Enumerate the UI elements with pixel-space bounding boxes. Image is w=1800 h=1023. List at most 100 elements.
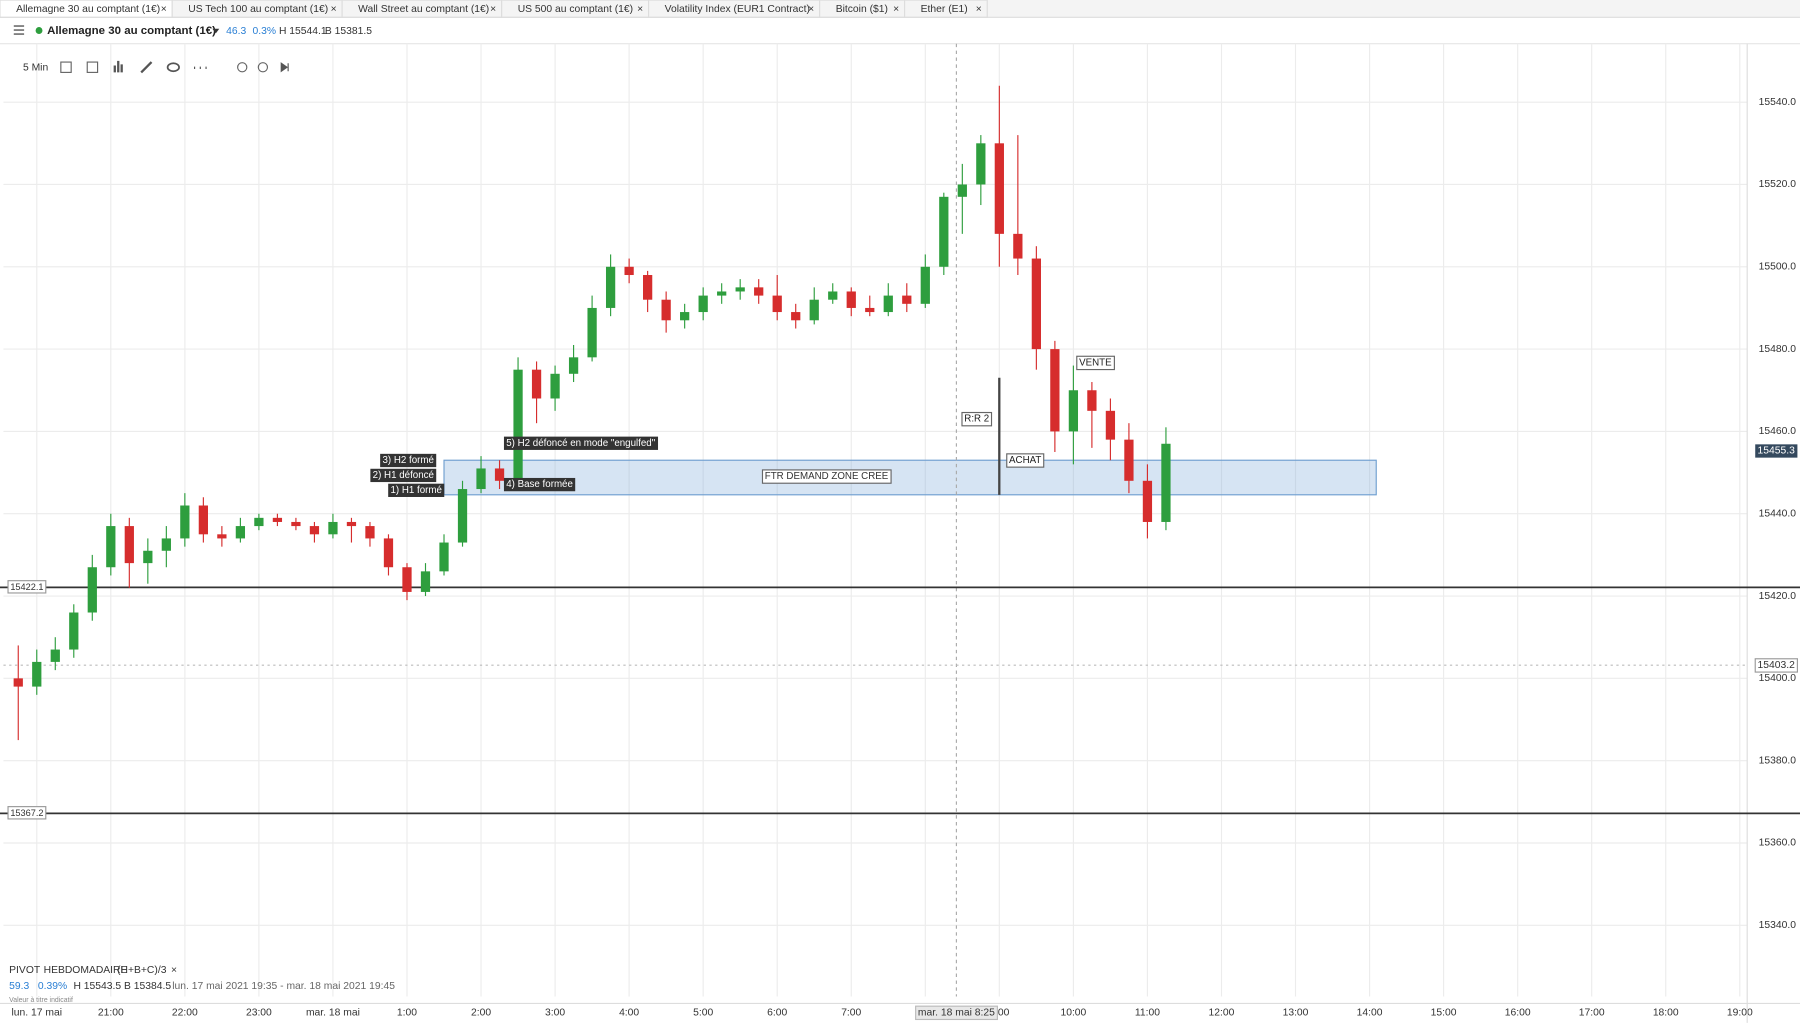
y-tick-label: 15360.0 bbox=[1759, 838, 1797, 849]
x-tick-label: 11:00 bbox=[1135, 1007, 1160, 1018]
candle-body bbox=[791, 312, 801, 321]
symbol-name[interactable]: Allemagne 30 au comptant (1€) bbox=[47, 25, 216, 37]
menu-icon bbox=[13, 33, 25, 35]
label-box bbox=[7, 580, 47, 594]
tab[interactable]: Wall Street au comptant (1€) × bbox=[341, 0, 503, 18]
toolbar: 5 Min bbox=[23, 60, 289, 74]
x-tick-label: 18:00 bbox=[1653, 1007, 1679, 1018]
tab-label[interactable]: US Tech 100 au comptant (1€) bbox=[188, 4, 328, 15]
candle-body bbox=[717, 291, 727, 296]
x-tick-label: 5:00 bbox=[693, 1007, 713, 1018]
tab-close: × bbox=[490, 4, 496, 15]
candle-body bbox=[587, 307, 597, 358]
x-tick-label: 2:00 bbox=[471, 1007, 491, 1018]
y-tick-label: 15380.0 bbox=[1759, 755, 1797, 766]
label-box bbox=[915, 1005, 998, 1021]
candle-body bbox=[50, 649, 60, 662]
x-tick-label: 17:00 bbox=[1579, 1007, 1605, 1018]
y-tick-label: 15480.0 bbox=[1759, 344, 1797, 355]
annotation: 5) H2 défoncé en mode "engulfed" bbox=[506, 438, 655, 449]
zoom-in[interactable] bbox=[257, 62, 269, 73]
close-icon[interactable]: × bbox=[171, 965, 177, 976]
x-tick-label: 10:00 bbox=[1060, 1007, 1086, 1018]
tab-label[interactable]: Wall Street au comptant (1€) bbox=[358, 4, 489, 15]
zoom-out[interactable] bbox=[237, 62, 248, 73]
tab-bar: Allemagne 30 au comptant (1€) × US Tech 10… bbox=[0, 0, 1800, 18]
y-tick-label: 15440.0 bbox=[1759, 508, 1797, 519]
candle-body bbox=[476, 468, 486, 490]
go-latest[interactable] bbox=[280, 62, 289, 73]
candle-body bbox=[365, 526, 375, 539]
candle-body bbox=[976, 143, 986, 185]
tab-close: × bbox=[976, 4, 982, 15]
candle-body bbox=[661, 299, 671, 321]
candle-body bbox=[346, 521, 357, 527]
candle-body bbox=[494, 468, 505, 481]
indicator-formula: (H+B+C)/3 bbox=[117, 965, 167, 976]
x-tick-label: lun. 17 mai bbox=[11, 1007, 62, 1018]
tool-icon[interactable] bbox=[86, 61, 99, 73]
x-tick-label: mar. 18 mai bbox=[306, 1007, 360, 1018]
tool-icon[interactable] bbox=[140, 61, 153, 74]
candle-body bbox=[180, 505, 190, 539]
candle-body bbox=[883, 295, 893, 313]
menu-icon bbox=[13, 25, 25, 27]
candle-body bbox=[624, 266, 634, 276]
menu-icon bbox=[13, 29, 25, 31]
dropdown-arrow[interactable] bbox=[212, 28, 220, 34]
x-tick-label: 23:00 bbox=[246, 1007, 272, 1018]
tool-icon[interactable] bbox=[166, 62, 180, 73]
y-tick-label: 15500.0 bbox=[1759, 262, 1797, 273]
y-tick-label: 15540.0 bbox=[1759, 97, 1797, 108]
x-tick-label: 21:00 bbox=[98, 1007, 124, 1018]
tab-close: × bbox=[893, 4, 899, 15]
candle-body bbox=[513, 369, 523, 481]
tab[interactable]: Allemagne 30 au comptant (1€) × bbox=[0, 0, 173, 18]
x-tick-label: 19:00 bbox=[1727, 1007, 1753, 1018]
tab-label[interactable]: Allemagne 30 au comptant (1€) bbox=[16, 4, 160, 15]
tab-label[interactable]: Bitcoin ($1) bbox=[836, 4, 888, 15]
tab[interactable]: Volatility Index (EUR1 Contract)× bbox=[648, 0, 821, 18]
x-tick-label: 7:00 bbox=[841, 1007, 861, 1018]
candle-body bbox=[291, 521, 301, 527]
y-tick-label: 15340.0 bbox=[1759, 920, 1797, 931]
candle-body bbox=[1124, 439, 1134, 481]
tab-close: × bbox=[331, 4, 337, 15]
tab-label[interactable]: US 500 au comptant (1€) bbox=[518, 4, 633, 15]
day-high: H 15544.1 bbox=[279, 26, 327, 37]
tab[interactable]: Bitcoin ($1) × bbox=[819, 0, 906, 18]
annotation: 2) H1 défoncé bbox=[373, 470, 434, 481]
tool-icon[interactable] bbox=[60, 61, 72, 73]
x-tick-label: 22:00 bbox=[172, 1007, 198, 1018]
label-box bbox=[503, 477, 576, 492]
candle-body bbox=[235, 526, 246, 539]
candle-body bbox=[1050, 349, 1060, 432]
candle-body bbox=[550, 373, 560, 399]
candle-body bbox=[1105, 410, 1116, 440]
indicator-value: 59.3 bbox=[9, 981, 29, 992]
label-box bbox=[1006, 453, 1045, 468]
label-box bbox=[1754, 658, 1798, 673]
tab-label[interactable]: Ether (E1) bbox=[921, 4, 968, 15]
tab[interactable]: US 500 au comptant (1€) × bbox=[501, 0, 650, 18]
candle-body bbox=[643, 275, 653, 300]
tool-icon[interactable] bbox=[113, 60, 123, 73]
tab-label[interactable]: Volatility Index (EUR1 Contract) bbox=[665, 4, 810, 15]
x-tick-label: 4:00 bbox=[619, 1007, 639, 1018]
candle-body bbox=[680, 312, 690, 321]
tab[interactable]: US Tech 100 au comptant (1€) × bbox=[171, 0, 343, 18]
label-box bbox=[1076, 355, 1115, 371]
tab[interactable]: Ether (E1) × bbox=[904, 0, 988, 18]
candle-body bbox=[143, 550, 153, 564]
label-box bbox=[7, 806, 47, 820]
label-box bbox=[503, 436, 659, 450]
interval[interactable]: 5 Min bbox=[23, 63, 49, 74]
demand-zone bbox=[443, 459, 1377, 496]
plot-area: 15340.0 15360.0 15380.0 15400.0 15420.0 15440… bbox=[0, 43, 1800, 1023]
candle-body bbox=[161, 538, 171, 551]
candle-body bbox=[531, 369, 542, 399]
candle-body bbox=[402, 567, 412, 592]
pivot-label: 15403.2 bbox=[1758, 660, 1796, 671]
x-tick-label: 9:00 bbox=[989, 1007, 1009, 1018]
